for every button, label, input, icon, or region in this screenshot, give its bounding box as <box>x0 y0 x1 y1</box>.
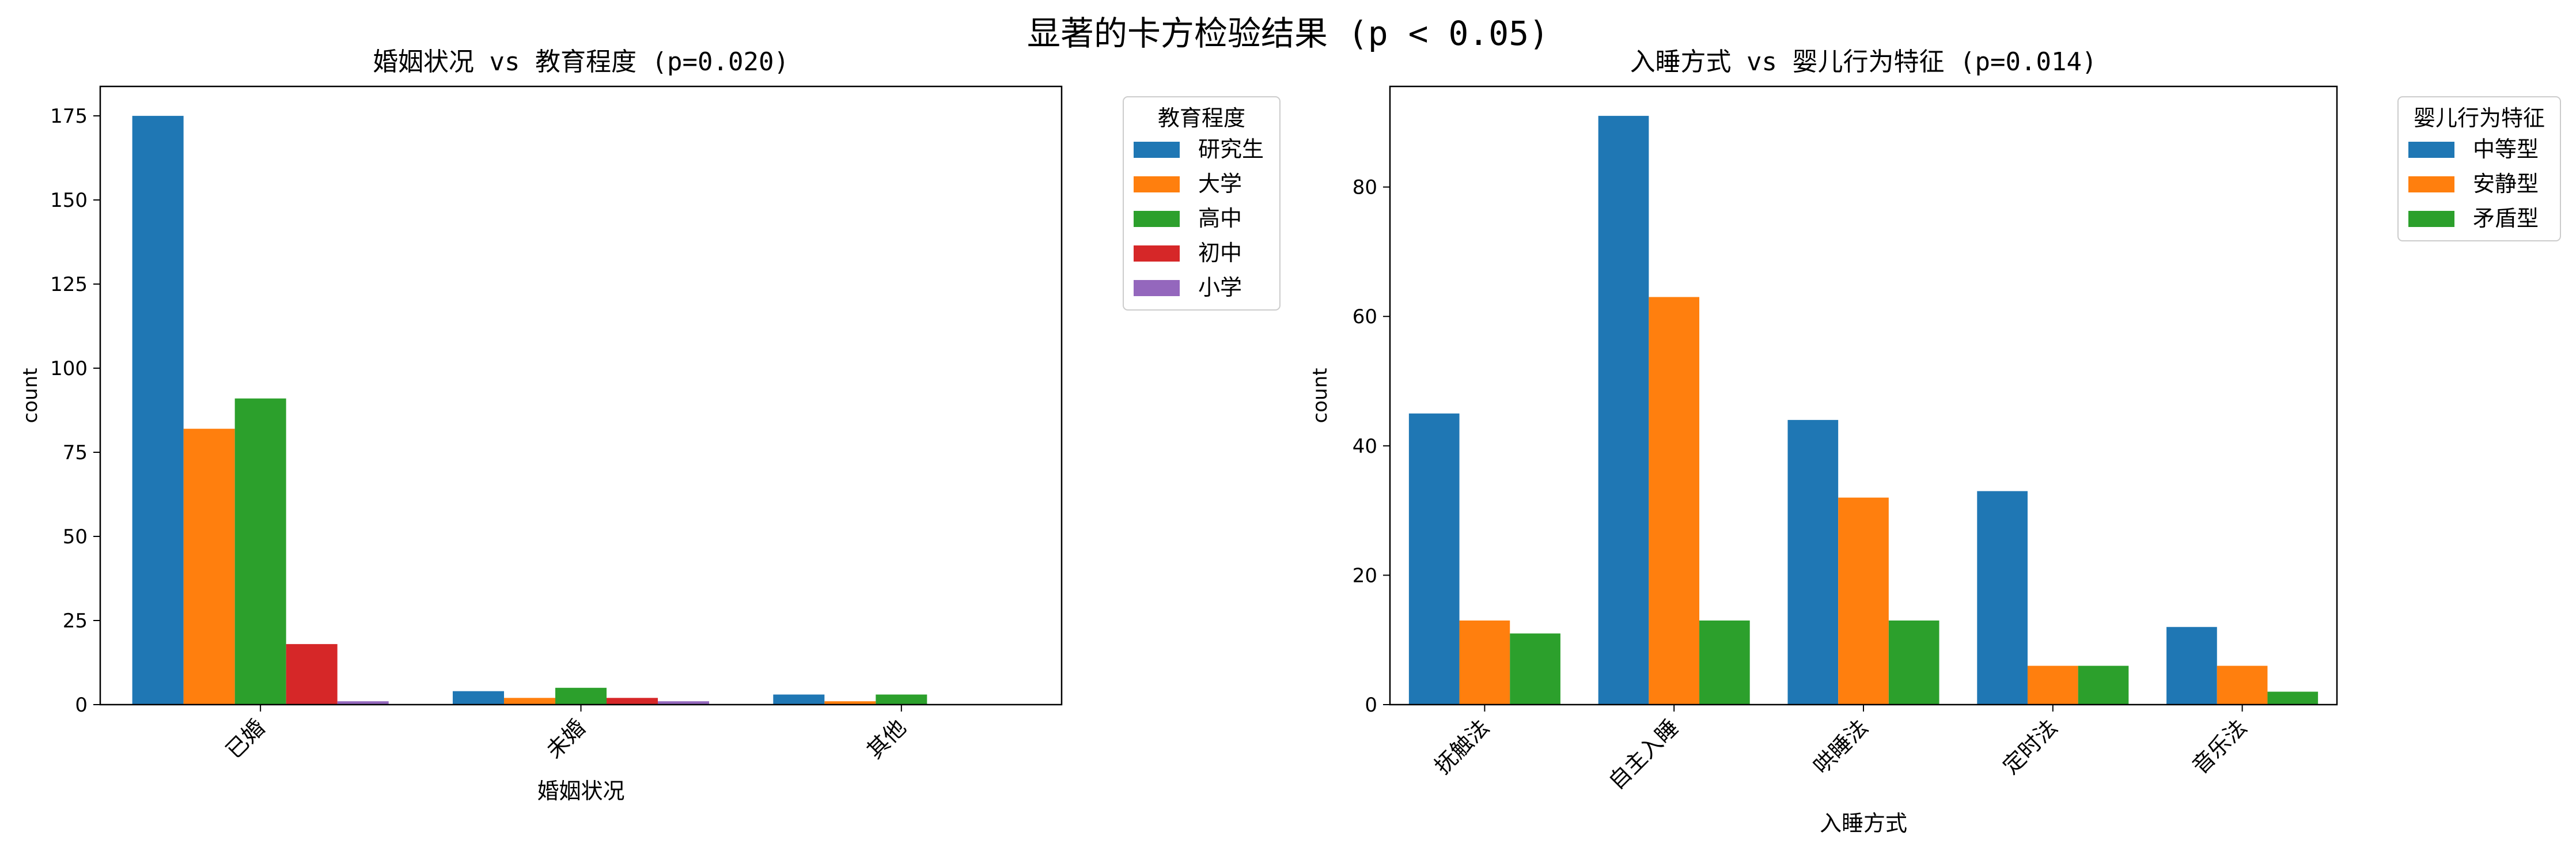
x-tick-label: 音乐法 <box>2187 714 2252 779</box>
bar-研究生-未婚 <box>452 691 504 705</box>
y-axis-label: count <box>19 368 42 423</box>
bar-矛盾型-定时法 <box>2078 665 2129 705</box>
legend-label: 小学 <box>1198 275 1242 300</box>
bar-安静型-自主入睡 <box>1649 297 1700 705</box>
legend-label: 研究生 <box>1198 137 1264 162</box>
chart-title: 入睡方式 vs 婴儿行为特征 (p=0.014) <box>1630 47 2097 77</box>
legend-swatch-初中 <box>1134 245 1180 262</box>
legend-swatch-矛盾型 <box>2408 211 2454 227</box>
legend-title: 教育程度 <box>1158 105 1245 131</box>
bar-安静型-定时法 <box>2027 665 2078 705</box>
legend-label: 初中 <box>1198 240 1242 266</box>
y-tick-label: 40 <box>1353 435 1377 458</box>
y-tick-label: 60 <box>1353 305 1377 328</box>
legend-label: 中等型 <box>2473 137 2539 162</box>
y-tick-label: 75 <box>63 441 88 464</box>
x-tick-label: 其他 <box>862 714 911 763</box>
legend-swatch-小学 <box>1134 280 1180 296</box>
bar-中等型-抚触法 <box>1408 413 1460 705</box>
x-axis-label: 入睡方式 <box>1820 811 1907 836</box>
bar-高中-已婚 <box>234 398 286 705</box>
y-axis-label: count <box>1309 368 1332 423</box>
x-tick-label: 哄睡法 <box>1809 714 1873 779</box>
bar-矛盾型-抚触法 <box>1510 633 1560 705</box>
bar-初中-已婚 <box>286 644 338 705</box>
bar-研究生-已婚 <box>132 116 184 705</box>
legend-label: 大学 <box>1198 171 1242 196</box>
x-tick-label: 已婚 <box>221 714 270 763</box>
x-tick-label: 定时法 <box>1998 714 2062 779</box>
bar-大学-其他 <box>824 701 876 705</box>
bar-安静型-抚触法 <box>1459 621 1510 705</box>
bar-大学-已婚 <box>183 429 235 705</box>
bar-高中-其他 <box>876 694 927 705</box>
y-tick-label: 25 <box>63 610 88 633</box>
y-tick-label: 0 <box>75 694 88 717</box>
bar-安静型-音乐法 <box>2217 665 2268 705</box>
x-axis-label: 婚姻状况 <box>537 778 624 804</box>
x-tick-label: 自主入睡 <box>1604 714 1684 795</box>
bar-初中-未婚 <box>607 698 658 705</box>
legend-swatch-研究生 <box>1134 142 1180 158</box>
x-tick-label: 未婚 <box>541 714 590 763</box>
bar-矛盾型-哄睡法 <box>1888 621 1939 705</box>
bar-大学-未婚 <box>503 698 555 705</box>
legend-title: 婴儿行为特征 <box>2414 105 2545 131</box>
bar-研究生-其他 <box>773 694 825 705</box>
bar-高中-未婚 <box>555 687 607 705</box>
y-tick-label: 50 <box>63 525 88 548</box>
y-tick-label: 175 <box>50 105 88 128</box>
legend-label: 矛盾型 <box>2473 206 2539 231</box>
legend-swatch-高中 <box>1134 211 1180 227</box>
legend-label: 高中 <box>1198 206 1242 231</box>
bar-矛盾型-音乐法 <box>2267 691 2319 705</box>
y-tick-label: 0 <box>1365 694 1377 717</box>
bar-小学-已婚 <box>337 701 389 705</box>
chart-title: 婚姻状况 vs 教育程度 (p=0.020) <box>373 47 789 77</box>
legend-swatch-安静型 <box>2408 176 2454 192</box>
bar-中等型-定时法 <box>1977 491 2028 705</box>
bar-中等型-哄睡法 <box>1787 419 1839 705</box>
chart-panel-marital-education: 婚姻状况 vs 教育程度 (p=0.020) 0 25 50 75 100 125 150 17… <box>19 47 1281 804</box>
legend-box <box>2397 96 2561 241</box>
bar-矛盾型-自主入睡 <box>1699 621 1750 705</box>
bar-中等型-音乐法 <box>2166 627 2217 705</box>
legend-swatch-大学 <box>1134 176 1180 192</box>
bar-安静型-哄睡法 <box>1838 497 1889 705</box>
y-tick-label: 150 <box>50 189 88 212</box>
y-tick-label: 20 <box>1353 564 1377 587</box>
chart-panel-sleep-behavior: 入睡方式 vs 婴儿行为特征 (p=0.014) 0 20 40 60 80 抚触法 自主入睡… <box>1309 47 2561 836</box>
x-tick-label: 抚触法 <box>1430 714 1494 779</box>
y-tick-label: 125 <box>50 273 88 296</box>
legend-swatch-中等型 <box>2408 142 2454 158</box>
figure-suptitle: 显著的卡方检验结果 (p < 0.05) <box>1027 14 1549 53</box>
bar-小学-未婚 <box>658 701 710 705</box>
bar-中等型-自主入睡 <box>1598 116 1649 705</box>
y-tick-label: 80 <box>1353 176 1377 199</box>
y-tick-label: 100 <box>50 357 88 380</box>
legend-label: 安静型 <box>2473 171 2539 196</box>
